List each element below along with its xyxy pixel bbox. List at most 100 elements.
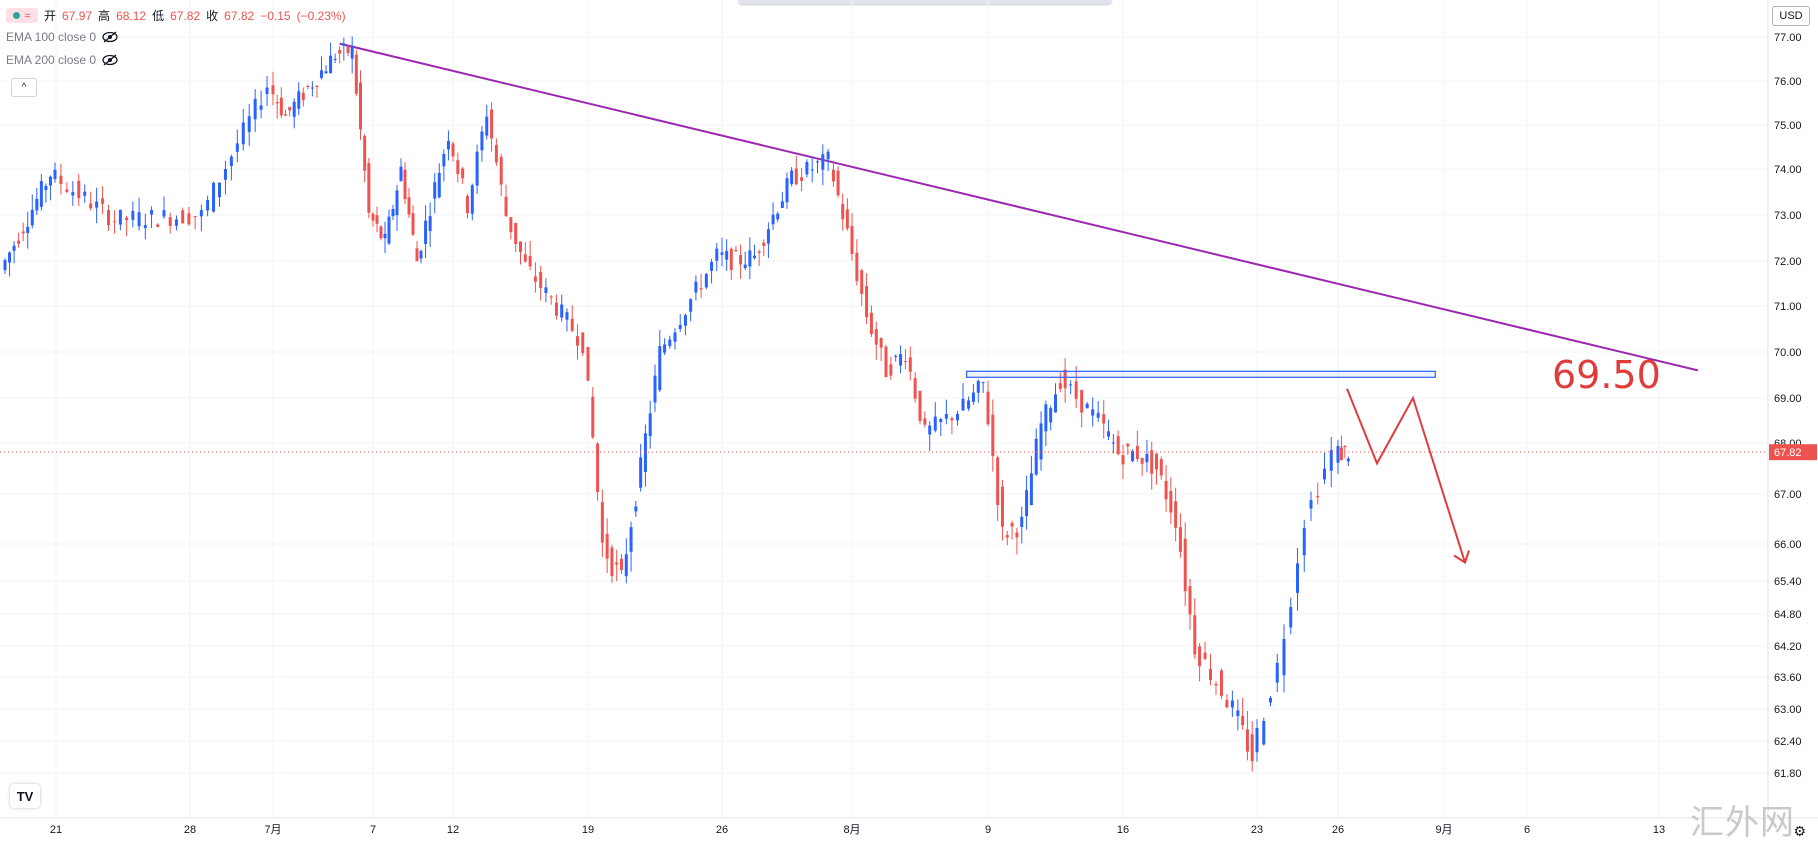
candle-up <box>199 210 203 217</box>
candle-up <box>259 105 263 110</box>
candle-up <box>939 418 943 423</box>
candle-up <box>162 210 166 217</box>
candle-up <box>810 169 814 171</box>
price-tick-label: 75.00 <box>1774 120 1802 132</box>
candle-up <box>928 425 932 435</box>
candle-down <box>596 443 600 493</box>
candle-down <box>1126 443 1130 447</box>
candle-up <box>235 143 239 152</box>
candle-down <box>181 210 185 224</box>
open-label: 开 <box>44 9 57 23</box>
candle-down <box>59 175 63 184</box>
candle-up <box>437 172 441 198</box>
trendline-layer[interactable] <box>339 42 1699 372</box>
eye-hidden-icon[interactable] <box>102 54 118 66</box>
candle-up <box>894 355 898 357</box>
candle-up <box>442 153 446 167</box>
candle-up <box>1085 403 1089 409</box>
gear-icon[interactable]: ⚙ <box>1793 823 1806 839</box>
candle-up <box>319 70 323 78</box>
eye-hidden-icon[interactable] <box>102 31 118 43</box>
price-axis[interactable]: 77.00 76.00 75.00 74.00 73.00 72.00 71.00 70.00… <box>0 0 1818 818</box>
collapse-legend-button[interactable]: ^ <box>11 78 37 97</box>
candle-down <box>288 107 292 111</box>
candle-up <box>424 220 428 244</box>
price-tick-label: 62.40 <box>1774 736 1802 748</box>
tradingview-logo-icon[interactable]: TV <box>10 784 40 808</box>
candle-up <box>297 91 301 109</box>
candle-down <box>1198 646 1202 667</box>
candle-down <box>549 296 553 298</box>
last-price-tag <box>1769 444 1817 461</box>
candle-up <box>223 169 227 180</box>
candle-down <box>874 329 878 345</box>
candle-up <box>1096 412 1100 418</box>
candles-layer <box>3 36 1350 772</box>
indicator-ema200[interactable]: EMA 200 close 0 <box>6 53 118 67</box>
candle-down <box>860 270 864 295</box>
candle-up <box>961 398 965 411</box>
candle-up <box>976 380 980 393</box>
candle-up <box>565 312 569 320</box>
candle-up <box>639 457 643 488</box>
status-dot-icon <box>13 12 21 19</box>
price-tick-label: 65.40 <box>1774 576 1802 588</box>
candle-down <box>275 101 279 104</box>
candle-down <box>757 251 761 254</box>
candle-down <box>918 390 922 421</box>
candle-down <box>375 215 379 224</box>
change-value: −0.15 <box>260 8 291 23</box>
price-tick-label: 72.00 <box>1774 256 1802 268</box>
candle-down <box>1063 369 1067 389</box>
trendline <box>339 42 1699 372</box>
candle-up <box>673 332 677 342</box>
candle-down <box>841 204 845 220</box>
candle-up <box>1111 442 1115 444</box>
candle-down <box>903 361 907 363</box>
candle-down <box>794 168 798 185</box>
price-tick-label: 63.00 <box>1774 704 1802 716</box>
candle-up <box>1269 697 1272 703</box>
candle-down <box>1209 669 1213 681</box>
candle-up <box>1069 384 1073 386</box>
indicator-ema100[interactable]: EMA 100 close 0 <box>6 30 118 44</box>
candle-up <box>1230 700 1234 708</box>
candle-up <box>1302 527 1306 556</box>
candle-down <box>284 114 287 116</box>
candle-up <box>689 299 693 312</box>
candle-up <box>634 506 638 512</box>
candle-down <box>156 224 160 227</box>
candle-up <box>253 98 257 120</box>
candle-up <box>44 185 48 191</box>
candle-down <box>850 226 854 254</box>
candle-up <box>310 87 314 89</box>
time-tick-label: 23 <box>1251 824 1263 836</box>
candle-down <box>504 196 508 216</box>
candle-up <box>1049 408 1053 423</box>
resistance-zone-layer[interactable] <box>965 370 1436 378</box>
candle-down <box>363 136 367 171</box>
candle-up <box>1323 468 1326 480</box>
currency-button[interactable]: USD <box>1772 6 1810 26</box>
resistance-zone <box>965 370 1436 378</box>
time-axis[interactable]: 21 28 7月 7 12 19 26 8月 9 16 23 26 9月 6 13 <box>0 817 1818 836</box>
candle-up <box>668 339 672 347</box>
candle-down <box>581 332 585 353</box>
candle-down <box>271 85 275 95</box>
candle-up <box>292 101 296 117</box>
candle-down <box>519 241 522 252</box>
candle-up <box>399 166 403 181</box>
candle-up <box>48 176 52 186</box>
candle-up <box>485 116 489 136</box>
candle-down <box>1074 381 1078 399</box>
candle-up <box>1329 449 1333 471</box>
price-axis-bg <box>1768 0 1818 818</box>
candle-up <box>131 210 135 220</box>
symbol-badge[interactable]: ≈ <box>6 8 38 23</box>
candle-down <box>605 533 609 559</box>
projection-arrow-layer[interactable] <box>1346 388 1470 565</box>
candle-down <box>494 144 498 163</box>
price-tick-label: 70.00 <box>1774 347 1802 359</box>
candle-up <box>933 416 937 431</box>
